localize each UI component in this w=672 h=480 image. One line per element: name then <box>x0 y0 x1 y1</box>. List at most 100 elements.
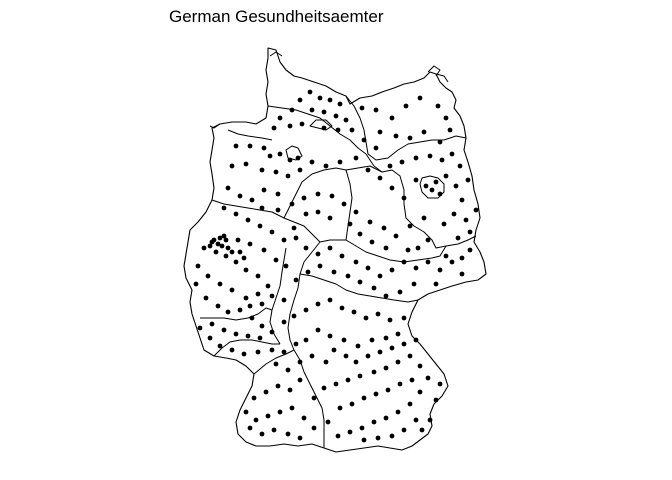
health-office-dot <box>323 359 329 365</box>
health-office-dot <box>365 167 371 173</box>
health-office-dot <box>413 265 419 271</box>
health-office-dot <box>197 325 203 331</box>
health-office-dot <box>419 427 425 433</box>
health-office-dot <box>383 415 389 421</box>
health-office-dot <box>257 335 263 341</box>
health-office-dot <box>383 365 389 371</box>
health-office-dot <box>251 395 257 401</box>
health-office-dot <box>281 297 287 303</box>
health-office-dot <box>411 281 417 287</box>
health-office-dot <box>255 273 261 279</box>
health-office-dot <box>341 337 347 343</box>
health-office-dot <box>273 169 279 175</box>
health-office-dot <box>443 115 449 121</box>
health-office-dot <box>303 245 309 251</box>
health-office-dot <box>339 305 345 311</box>
health-office-dot <box>417 95 423 101</box>
health-office-dot <box>457 163 463 169</box>
health-office-dot <box>463 217 469 223</box>
health-office-dot <box>285 367 291 373</box>
health-office-dot <box>389 267 395 273</box>
health-office-dot <box>247 241 253 247</box>
health-office-dot <box>359 425 365 431</box>
health-office-dot <box>361 437 367 443</box>
health-office-dot <box>383 245 389 251</box>
health-office-dot <box>287 157 293 163</box>
health-office-dot <box>449 259 455 265</box>
health-office-dot <box>449 151 455 157</box>
health-office-dot <box>237 193 243 199</box>
health-office-dot <box>321 385 327 391</box>
health-office-dot <box>383 293 389 299</box>
health-office-dot <box>373 391 379 397</box>
health-office-dot <box>291 225 297 231</box>
health-office-dot <box>415 245 421 251</box>
health-office-dot <box>249 197 255 203</box>
health-office-dot <box>259 323 265 329</box>
health-office-dot <box>407 401 413 407</box>
health-office-dot <box>225 185 231 191</box>
health-office-dot <box>417 363 423 369</box>
health-office-dot <box>265 413 271 419</box>
health-office-dot <box>289 107 295 113</box>
health-office-dot <box>401 195 407 201</box>
health-office-dot <box>371 369 377 375</box>
health-office-dot <box>215 303 221 309</box>
health-office-dot <box>327 297 333 303</box>
health-office-dot <box>293 235 299 241</box>
health-office-dot <box>407 353 413 359</box>
health-office-dot <box>377 273 383 279</box>
health-office-dot <box>285 173 291 179</box>
health-office-dot <box>435 103 441 109</box>
health-office-dot <box>217 281 223 287</box>
health-office-dot <box>395 331 401 337</box>
health-office-dot <box>443 173 449 179</box>
health-office-dot <box>453 183 459 189</box>
health-office-dot <box>257 223 263 229</box>
health-office-dot <box>225 309 231 315</box>
health-office-dot <box>403 103 409 109</box>
health-office-dot <box>315 191 321 197</box>
health-office-dot <box>395 359 401 365</box>
health-office-dot <box>271 427 277 433</box>
health-office-dot <box>273 361 279 367</box>
health-office-dot <box>387 163 393 169</box>
health-office-dot <box>393 133 399 139</box>
health-office-dot <box>267 153 273 159</box>
health-office-dot <box>301 415 307 421</box>
health-office-dot <box>433 179 439 185</box>
health-office-dot <box>349 127 355 133</box>
health-office-dot <box>473 207 479 213</box>
health-office-dot <box>205 273 211 279</box>
health-office-dot <box>311 395 317 401</box>
health-office-dot <box>293 277 299 283</box>
health-office-dot <box>407 135 413 141</box>
health-office-dot <box>361 395 367 401</box>
health-office-dot <box>289 405 295 411</box>
health-office-dot <box>287 387 293 393</box>
health-office-dot <box>219 243 225 249</box>
health-office-dot <box>365 353 371 359</box>
health-office-dot <box>371 419 377 425</box>
health-office-dot <box>405 247 411 253</box>
health-office-dot <box>369 337 375 343</box>
health-office-dot <box>345 377 351 383</box>
health-office-dot <box>243 295 249 301</box>
health-office-dot <box>287 123 293 129</box>
health-office-dot <box>401 315 407 321</box>
health-office-dot <box>315 327 321 333</box>
health-office-dot <box>413 337 419 343</box>
health-office-dot <box>215 241 221 247</box>
health-office-dot <box>243 267 249 273</box>
health-office-dot <box>401 427 407 433</box>
health-office-dot <box>247 425 253 431</box>
health-office-dot <box>357 373 363 379</box>
health-office-dot <box>459 271 465 277</box>
health-office-dot <box>433 281 439 287</box>
health-office-dot <box>389 345 395 351</box>
health-office-dot <box>333 381 339 387</box>
health-office-dot <box>243 409 249 415</box>
health-office-dot <box>347 221 353 227</box>
health-office-dot <box>233 211 239 217</box>
health-office-dot <box>425 259 431 265</box>
